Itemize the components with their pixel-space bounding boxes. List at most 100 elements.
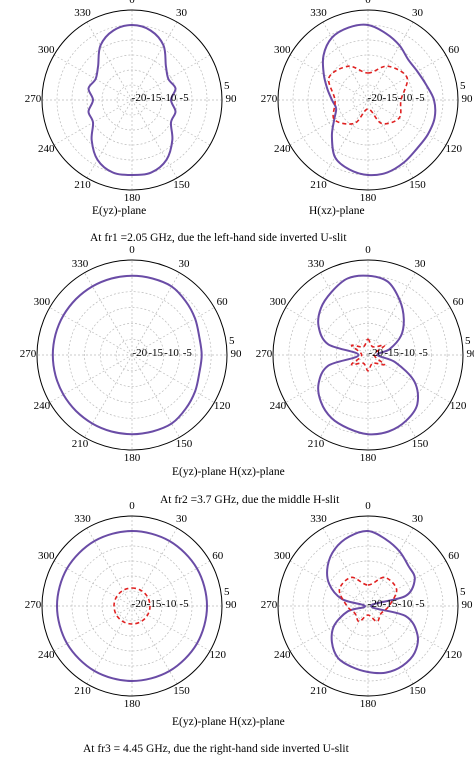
radial-tick-label: -15: [146, 92, 162, 104]
radial-tick-label: -15: [146, 598, 162, 610]
angle-tick-label: 210: [74, 178, 91, 191]
grid-circle: [84, 307, 180, 403]
angle-tick-label: 0: [365, 244, 371, 256]
radial-tick-label: 5: [224, 80, 230, 92]
cross-pol-curve: [113, 587, 151, 625]
grid-circle: [304, 291, 432, 419]
grid-spoke: [367, 21, 414, 101]
radial-tick-label: -20: [132, 347, 148, 359]
angle-tick-label: 30: [176, 7, 187, 20]
radial-tick-label: -5: [418, 347, 428, 359]
angle-tick-label: 240: [38, 142, 55, 155]
angle-tick-label: 330: [310, 513, 327, 526]
angle-tick-label: 30: [412, 7, 423, 20]
angle-tick-label: 330: [71, 257, 89, 270]
radial-tick-label: -10: [161, 598, 177, 610]
caption-row3-text: At fr3 = 4.45 GHz, due the right-hand si…: [83, 743, 349, 755]
grid-spoke: [322, 605, 369, 685]
angle-tick-label: 30: [412, 513, 423, 526]
angle-tick-label: 150: [411, 438, 429, 451]
angle-tick-label: 240: [274, 142, 291, 155]
angle-tick-label: 150: [173, 684, 190, 697]
grid-spoke: [84, 354, 133, 438]
angle-tick-label: 30: [178, 257, 190, 270]
grid-spoke: [53, 605, 133, 652]
co-pol-curve: [87, 23, 177, 176]
angle-tick-label: 120: [445, 648, 462, 661]
angle-tick-label: 330: [307, 257, 325, 270]
radial-tick-label: -20: [367, 598, 383, 610]
grid-spoke: [131, 54, 211, 101]
angle-tick-label: 240: [269, 400, 287, 412]
radial-tick-label: -10: [400, 347, 415, 359]
grid-spoke: [322, 21, 369, 101]
caption-row1-text: At fr1 =2.05 GHz, due the left-hand side…: [90, 232, 347, 244]
plane-label-h-row1: H(xz)-plane: [309, 205, 365, 217]
co-pol-curve: [321, 23, 437, 177]
angle-tick-label: 150: [175, 438, 193, 451]
angle-tick-label: 210: [71, 438, 89, 451]
radial-tick-label: -5: [179, 92, 189, 104]
grid-spoke: [86, 99, 133, 179]
plane-label-e-row1: E(yz)-plane: [92, 205, 147, 217]
grid-spoke: [322, 99, 369, 179]
angle-tick-label: 300: [274, 549, 291, 562]
grid-circle: [352, 84, 384, 116]
grid-spoke: [289, 605, 369, 652]
cross-pol-curve: [350, 338, 386, 372]
radial-tick-label: -20: [367, 92, 383, 104]
grid-spoke: [131, 21, 178, 101]
angle-tick-label: 180: [359, 192, 377, 204]
plot-frame: [277, 9, 459, 191]
grid-spoke: [367, 99, 447, 146]
grid-spoke: [131, 99, 178, 179]
grid-circle: [68, 291, 196, 419]
angle-tick-label: 300: [269, 296, 287, 308]
angle-tick-label: 210: [307, 438, 325, 451]
radial-tick-label: 5: [460, 80, 466, 92]
radial-tick-label: 5: [224, 586, 230, 598]
angle-tick-label: 90: [230, 348, 242, 360]
radial-tick-label: 5: [229, 335, 235, 347]
angle-tick-label: 210: [310, 684, 327, 697]
plot-frame: [277, 515, 459, 697]
grid-spoke: [131, 560, 211, 607]
caption-row2-text: At fr2 =3.7 GHz, due the middle H-slit: [160, 494, 340, 506]
radial-tick-label: 5: [465, 335, 471, 347]
radial-tick-label: -15: [382, 598, 398, 610]
grid-spoke: [53, 54, 133, 101]
co-pol-curve: [51, 274, 203, 436]
radial-tick-label: -10: [164, 347, 179, 359]
angle-tick-label: 270: [260, 599, 278, 611]
plot-frame: [41, 9, 223, 191]
angle-tick-label: 90: [461, 599, 473, 611]
plane-label-pair-row3: E(yz)-plane H(xz)-plane: [172, 716, 285, 728]
angle-tick-label: 180: [359, 452, 377, 464]
angle-tick-label: 210: [74, 684, 91, 697]
angle-tick-label: 120: [209, 648, 226, 661]
angle-tick-label: 0: [365, 0, 371, 6]
radial-tick-label: -5: [179, 598, 189, 610]
angle-tick-label: 240: [33, 400, 51, 412]
angle-tick-label: 270: [255, 348, 273, 360]
radial-tick-label: -20: [368, 347, 384, 359]
grid-spoke: [131, 605, 178, 685]
grid-circle: [116, 84, 148, 116]
angle-tick-label: 180: [359, 698, 377, 710]
angle-tick-label: 120: [213, 400, 231, 412]
angle-tick-label: 240: [274, 648, 291, 661]
grid-spoke: [367, 605, 447, 652]
angle-tick-label: 0: [129, 0, 135, 6]
angle-tick-label: 0: [365, 500, 371, 512]
angle-tick-label: 180: [123, 192, 141, 204]
plot-frame: [272, 259, 464, 451]
angle-tick-label: 300: [274, 43, 291, 56]
angle-tick-label: 60: [452, 296, 464, 308]
angle-tick-label: 0: [129, 500, 135, 512]
angle-tick-label: 90: [466, 348, 474, 360]
radial-tick-label: -10: [397, 92, 413, 104]
caption-row2: At fr2 =3.7 GHz, due the middle H-slit: [160, 494, 339, 506]
grid-spoke: [322, 527, 369, 607]
